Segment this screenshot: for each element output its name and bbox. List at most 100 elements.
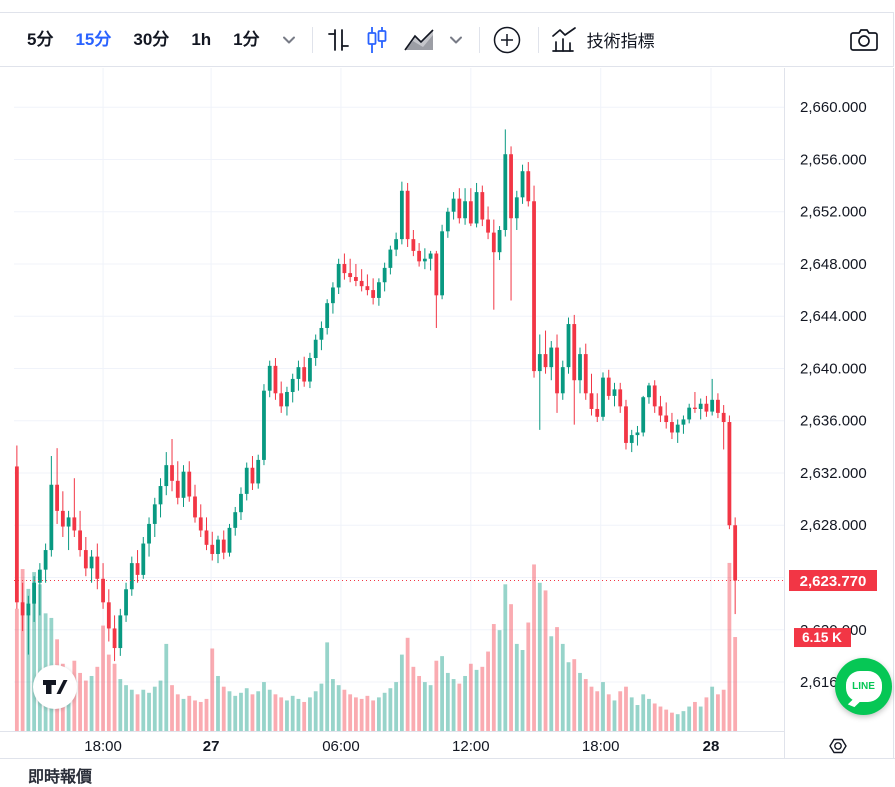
volume-bar [227, 691, 232, 731]
volume-bar [405, 637, 410, 731]
price-tick-label[interactable]: 2,656.000 [800, 151, 867, 168]
timeframe-15m-button[interactable]: 15分 [75, 30, 112, 49]
candle-body [152, 504, 157, 524]
volume-bar [445, 672, 450, 731]
volume-bar [267, 689, 272, 731]
candle-body [55, 484, 59, 511]
candle-body [106, 602, 111, 629]
tradingview-logo-icon [43, 680, 68, 694]
timeframe-1h-button[interactable]: 1h [191, 30, 212, 49]
volume-bar [537, 582, 542, 731]
price-tick-label[interactable]: 2,648.000 [800, 256, 867, 273]
time-axis-settings-icon[interactable] [826, 734, 850, 758]
candle-body [78, 530, 82, 551]
candle-body [457, 198, 462, 219]
price-tick-label[interactable]: 2,632.000 [800, 465, 867, 482]
price-tick-label[interactable]: 2,640.000 [800, 360, 867, 377]
volume-bar [716, 694, 720, 731]
candle-body [509, 154, 513, 219]
area-chart-type-icon[interactable] [403, 27, 435, 53]
candles-chart-type-icon-active[interactable] [365, 26, 389, 54]
volume-bar [658, 706, 663, 731]
time-tick-label[interactable]: 18:00 [582, 738, 620, 755]
volume-bar [601, 682, 605, 731]
candle-body [652, 385, 657, 407]
volume-bar [14, 608, 19, 731]
volume-bar [37, 584, 42, 731]
volume-bar [95, 666, 100, 731]
volume-bar [342, 689, 347, 731]
price-tick-label[interactable]: 2,652.000 [800, 204, 867, 221]
timeframe-1min-button[interactable]: 1分 [233, 30, 260, 49]
candle-body [198, 517, 203, 531]
candle-body [601, 377, 605, 417]
line-share-button[interactable]: LINE [835, 658, 892, 715]
indicators-icon[interactable] [551, 26, 579, 53]
candle-body [583, 354, 588, 394]
volume-bar [273, 694, 278, 731]
indicators-button[interactable]: 技術指標 [586, 32, 655, 51]
candle-body [308, 358, 312, 382]
volume-bar [560, 643, 565, 731]
candle-body [101, 578, 105, 603]
candle-body [239, 493, 243, 513]
compare-add-symbol-icon[interactable] [492, 25, 522, 55]
candle-body [371, 290, 376, 298]
time-tick-label[interactable]: 12:00 [452, 738, 490, 755]
chart-area[interactable]: 2,660.000 2,656.000 2,652.000 2,648.000 2,64… [0, 68, 895, 770]
time-tick-label[interactable]: 18:00 [84, 738, 122, 755]
volume-bar [635, 705, 640, 731]
candle-body [336, 263, 341, 288]
timeframe-30m-button[interactable]: 30分 [133, 30, 170, 49]
tradingview-logo[interactable] [33, 665, 77, 709]
volume-bar [262, 682, 266, 731]
candle-body [313, 339, 318, 359]
candle-body [37, 569, 42, 583]
volume-bar [204, 698, 209, 731]
candle-body [560, 367, 565, 394]
candle-body [422, 258, 427, 262]
price-tick-label[interactable]: 2,644.000 [800, 308, 867, 325]
volume-bar [710, 686, 715, 731]
price-tick-label[interactable]: 2,660.000 [800, 99, 867, 116]
chart-type-dropdown-chevron-icon[interactable] [449, 35, 463, 45]
price-tick-label[interactable]: 2,636.000 [800, 413, 867, 430]
candle-body [89, 556, 94, 569]
volume-bar [578, 672, 582, 731]
volume-bar [532, 564, 536, 731]
volume-bar [170, 685, 174, 731]
price-chart-canvas[interactable]: 2,660.000 2,656.000 2,652.000 2,648.000 2,64… [0, 68, 895, 770]
candle-body [233, 512, 238, 528]
timeframe-dropdown-chevron-icon[interactable] [282, 35, 296, 45]
candle-body [147, 523, 151, 544]
time-tick-label[interactable]: 28 [703, 738, 720, 755]
snapshot-camera-icon[interactable] [849, 27, 879, 53]
candle-body [175, 480, 180, 498]
volume-bar [319, 683, 324, 731]
bars-chart-type-icon[interactable] [325, 27, 351, 53]
price-tick-label[interactable]: 2,628.000 [800, 517, 867, 534]
volume-bar [509, 604, 513, 731]
volume-bar [250, 694, 255, 731]
volume-bar [382, 692, 387, 731]
time-tick-label[interactable]: 27 [203, 738, 220, 755]
volume-bar [440, 656, 444, 731]
timeframe-5m-button[interactable]: 5分 [27, 30, 54, 49]
time-tick-label[interactable]: 06:00 [322, 738, 360, 755]
volume-bar [641, 694, 646, 731]
volume-bar [687, 706, 692, 731]
volume-bar [216, 675, 220, 731]
candle-body [331, 287, 335, 304]
candle-body [348, 273, 353, 278]
candle-body [664, 415, 669, 423]
candle-body [681, 419, 686, 425]
candle-body [118, 615, 123, 649]
candle-body [20, 602, 25, 616]
volume-bar [698, 706, 703, 731]
volume-bar [26, 588, 31, 731]
candle-body [354, 277, 358, 281]
candle-body [428, 253, 433, 259]
volume-bar [572, 659, 577, 731]
candle-body [474, 192, 479, 224]
volume-bar [486, 651, 490, 731]
